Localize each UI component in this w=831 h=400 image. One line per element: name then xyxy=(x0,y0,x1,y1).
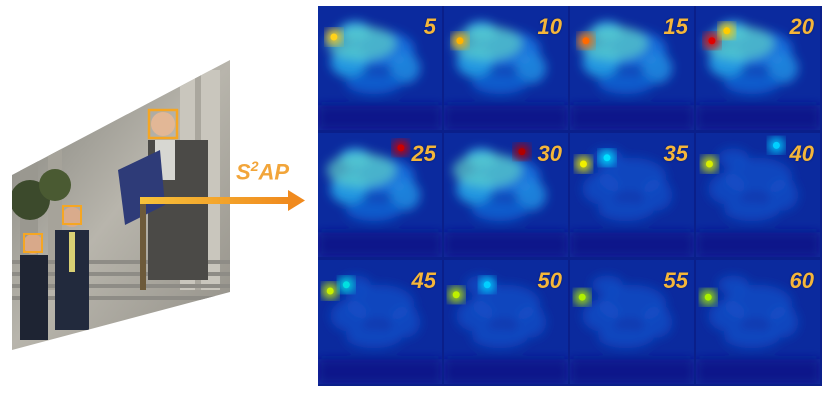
tile-label: 35 xyxy=(663,141,688,166)
tile-label: 40 xyxy=(789,141,814,166)
heatmap-image xyxy=(444,260,568,384)
hot-spot-core xyxy=(579,160,587,168)
heatmap-image xyxy=(696,133,820,257)
person-speaker xyxy=(118,108,208,290)
hot-spot-core xyxy=(578,293,586,301)
heatmap-tile-50: 50 xyxy=(444,260,568,384)
heatmap-grid: 5 10 15 20 25 30 35 40 45 50 55 60 xyxy=(318,6,822,386)
tile-label: 15 xyxy=(663,14,688,39)
heatmap-image xyxy=(318,260,442,384)
heatmap-image xyxy=(570,6,694,130)
heatmap-image xyxy=(444,6,568,130)
tile-label: 20 xyxy=(789,14,814,39)
heatmap-image xyxy=(444,133,568,257)
tile-label: 45 xyxy=(411,268,436,293)
tile-label: 55 xyxy=(663,268,688,293)
face-box xyxy=(23,233,43,253)
hot-spot-core xyxy=(708,37,716,45)
person-left xyxy=(20,233,48,340)
tile-label: 5 xyxy=(423,14,436,39)
heatmap-tile-30: 30 xyxy=(444,133,568,257)
face-box xyxy=(147,108,179,140)
heatmap-image xyxy=(570,260,694,384)
hot-spot-core xyxy=(342,281,350,289)
method-label: S2AP xyxy=(236,158,290,185)
tile-label: 25 xyxy=(411,141,436,166)
heatmap-tile-35: 35 xyxy=(570,133,694,257)
heatmap-image xyxy=(318,133,442,257)
heatmap-tile-10: 10 xyxy=(444,6,568,130)
arrow xyxy=(140,190,305,211)
heatmap-tile-55: 55 xyxy=(570,260,694,384)
hot-spot-core xyxy=(723,27,731,35)
heatmap-tile-25: 25 xyxy=(318,133,442,257)
heatmap-tile-5: 5 xyxy=(318,6,442,130)
hot-spot-core xyxy=(326,287,334,295)
face-box xyxy=(62,205,82,225)
hot-spot-core xyxy=(452,291,460,299)
heatmap-image xyxy=(570,133,694,257)
hot-spot-core xyxy=(518,148,526,156)
heatmap-image xyxy=(696,6,820,130)
tile-label: 50 xyxy=(537,268,562,293)
hot-spot-core xyxy=(705,160,713,168)
heatmap-image xyxy=(318,6,442,130)
tile-label: 10 xyxy=(537,14,562,39)
photo-frame xyxy=(12,60,230,350)
hot-spot-core xyxy=(704,293,712,301)
hot-spot-core xyxy=(603,154,611,162)
hot-spot-core xyxy=(483,281,491,289)
heatmap-tile-60: 60 xyxy=(696,260,820,384)
person-middle xyxy=(55,205,89,330)
tile-label: 30 xyxy=(537,141,562,166)
hot-spot-core xyxy=(456,37,464,45)
hot-spot-core xyxy=(772,141,780,149)
hot-spot-core xyxy=(582,37,590,45)
tile-label: 60 xyxy=(789,268,814,293)
hot-spot-core xyxy=(397,144,405,152)
heatmap-tile-20: 20 xyxy=(696,6,820,130)
heatmap-tile-15: 15 xyxy=(570,6,694,130)
heatmap-tile-45: 45 xyxy=(318,260,442,384)
heatmap-image xyxy=(696,260,820,384)
hot-spot-core xyxy=(330,33,338,41)
heatmap-tile-40: 40 xyxy=(696,133,820,257)
